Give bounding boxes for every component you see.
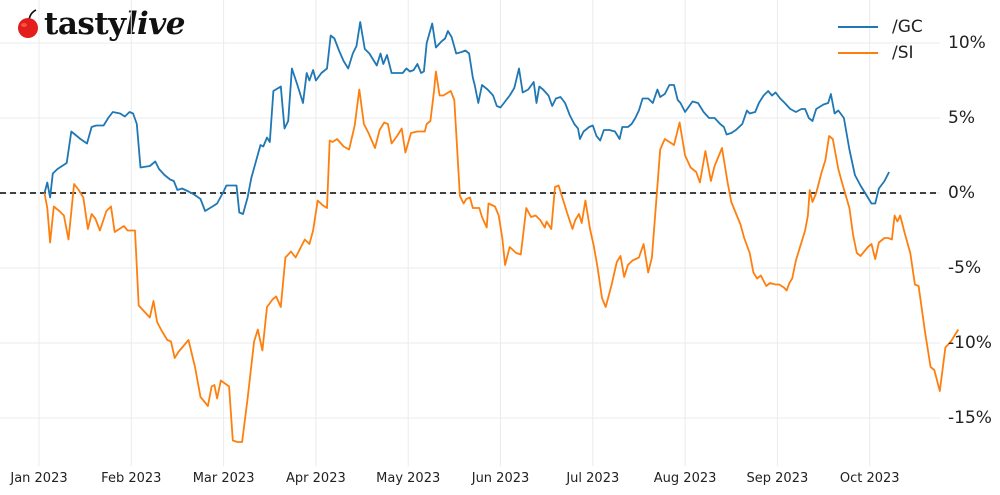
series-layer [43, 21, 960, 443]
x-tick-label: Jul 2023 [566, 471, 620, 486]
y-tick-label: -15% [948, 408, 992, 428]
series-line-gc [43, 21, 890, 215]
x-tick-label: Apr 2023 [286, 471, 346, 486]
y-tick-label: 5% [948, 108, 975, 128]
legend-swatch-si [838, 52, 878, 54]
gridlines [0, 0, 940, 466]
x-tick-label: Sep 2023 [746, 471, 809, 486]
x-tick-label: Jan 2023 [10, 471, 68, 486]
legend-swatch-gc [838, 26, 878, 28]
series-line-si [43, 70, 960, 443]
tastylive-logo: tastylive [14, 5, 186, 42]
cherry-icon [18, 9, 38, 38]
x-tick-label: Jun 2023 [471, 471, 530, 486]
x-tick-label: May 2023 [376, 471, 441, 486]
x-tick-label: Aug 2023 [653, 471, 717, 486]
y-tick-label: 10% [948, 33, 986, 53]
legend-label-gc: /GC [892, 17, 923, 37]
logo-wordmark: tastylive [44, 5, 186, 42]
legend: /GC /SI [838, 14, 923, 66]
y-tick-label: -10% [948, 333, 992, 353]
x-tick-label: Feb 2023 [101, 471, 162, 486]
x-tick-label: Oct 2023 [839, 471, 900, 486]
y-tick-label: 0% [948, 183, 975, 203]
legend-item-gc: /GC [838, 14, 923, 40]
legend-label-si: /SI [892, 43, 914, 63]
y-tick-label: -5% [948, 258, 982, 278]
x-tick-label: Mar 2023 [192, 471, 255, 486]
legend-item-si: /SI [838, 40, 923, 66]
